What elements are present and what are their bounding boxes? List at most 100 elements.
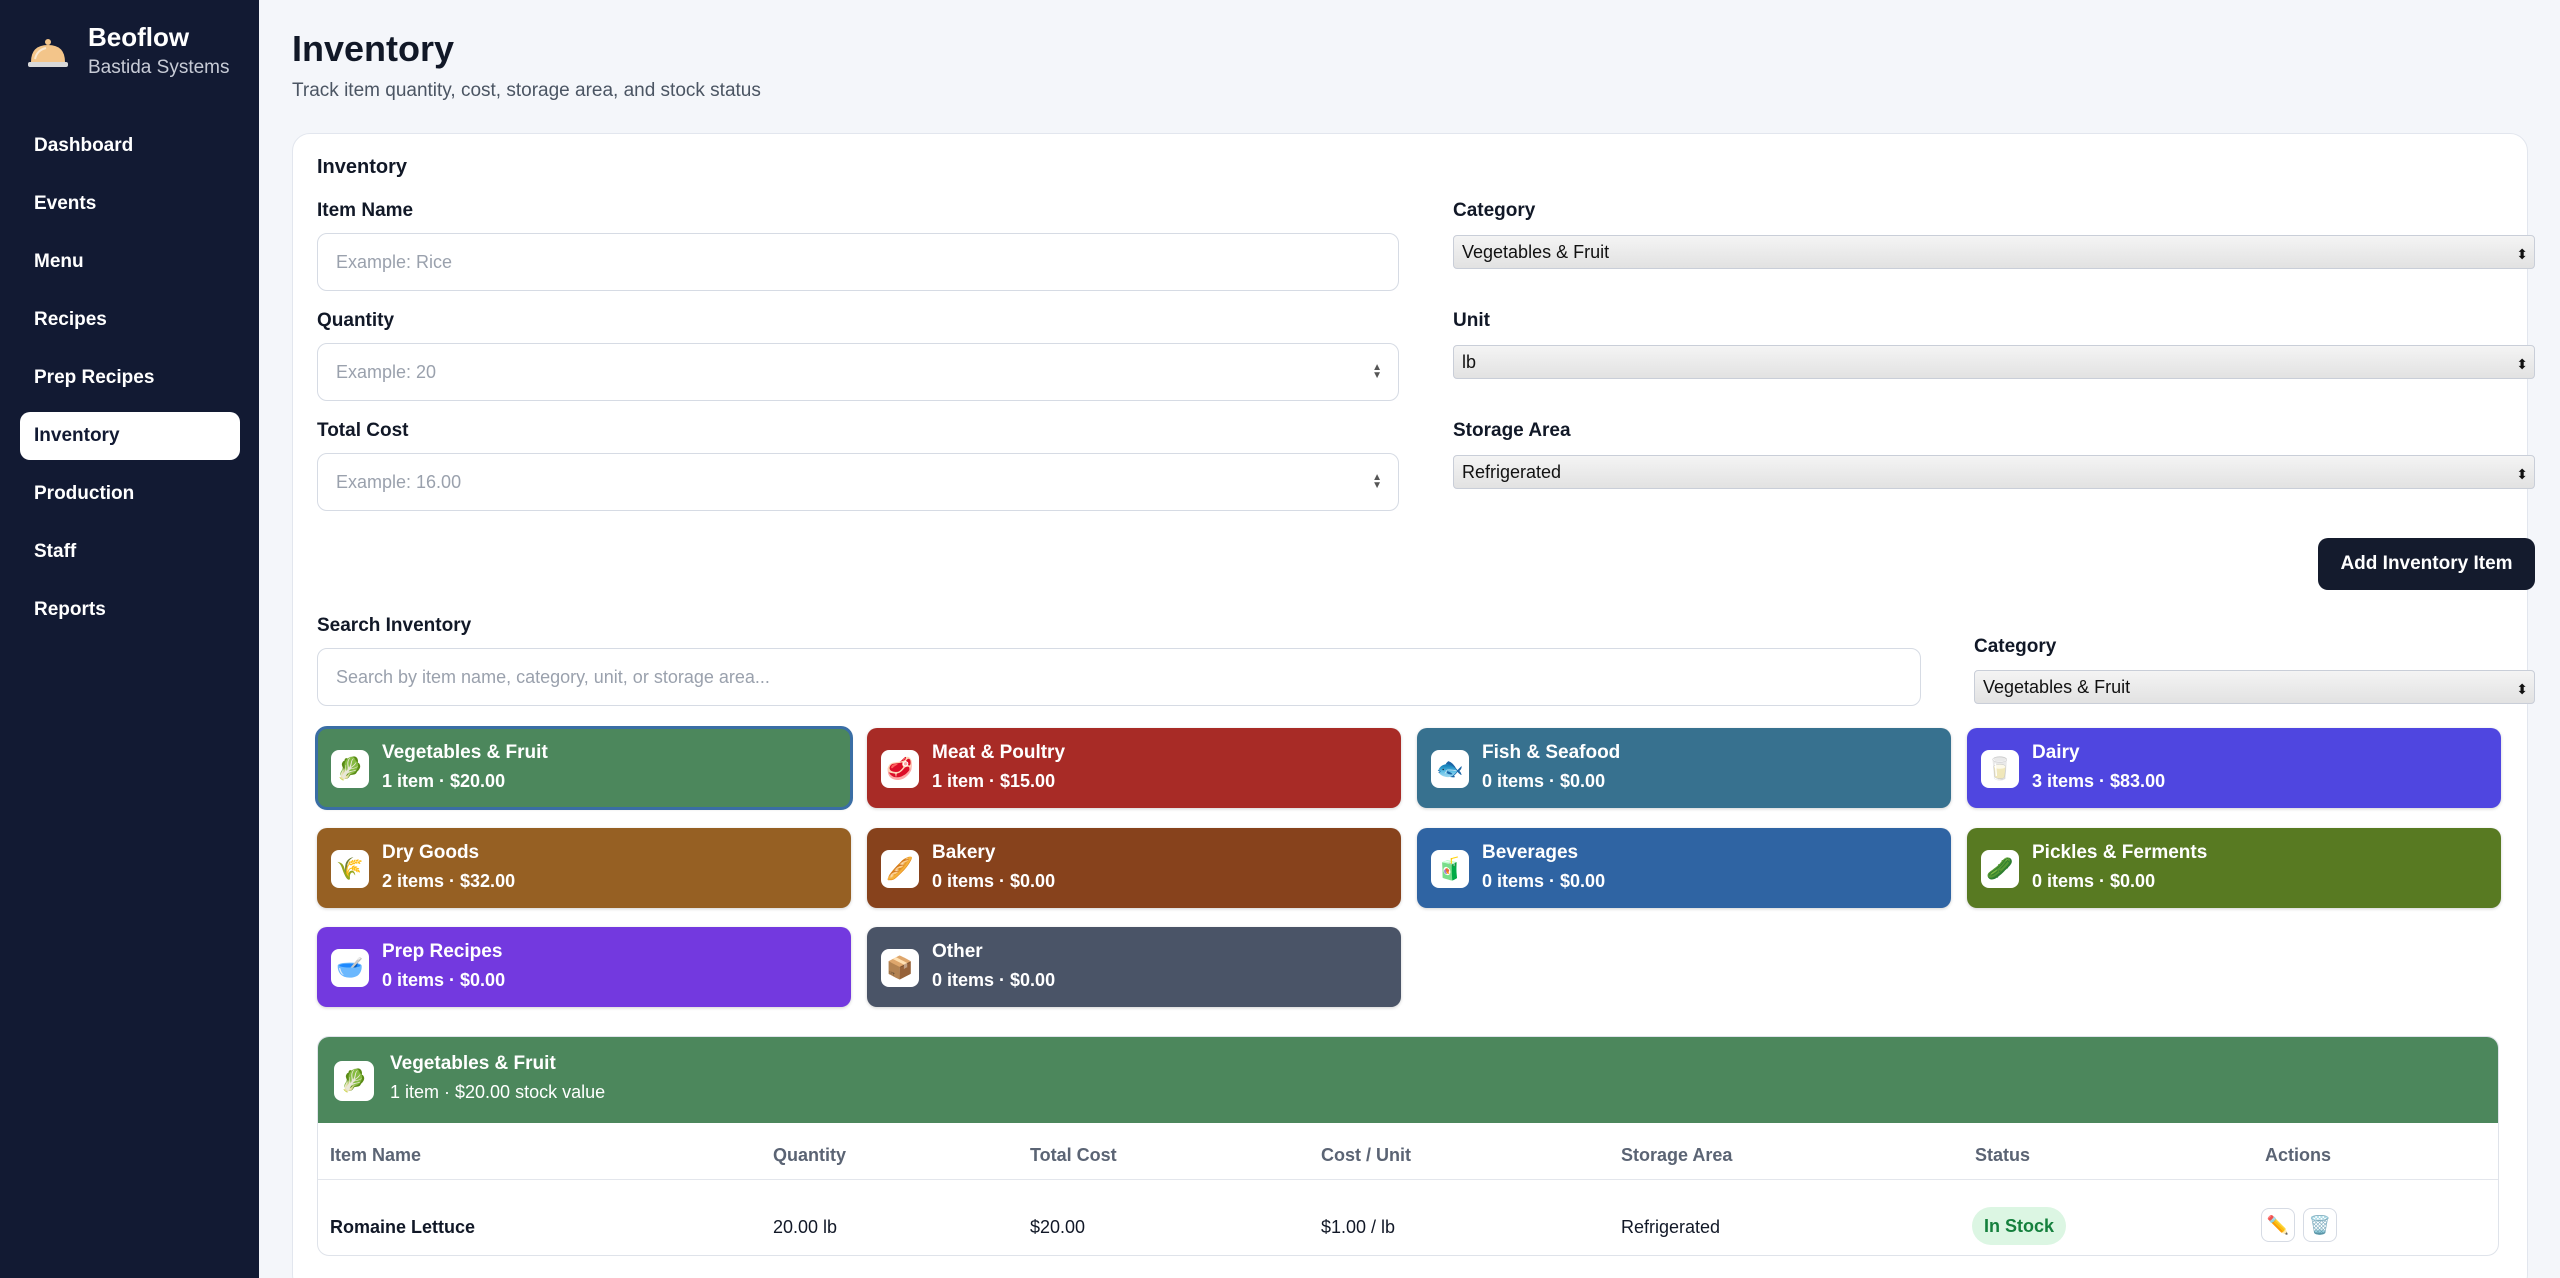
column-header-status: Status (1975, 1145, 2031, 1165)
category-icon: 📦 (881, 949, 919, 987)
category-icon: 🥩 (881, 750, 919, 788)
sidebar-item-prep-recipes[interactable]: Prep Recipes (34, 367, 155, 388)
sidebar-item-events[interactable]: Events (34, 193, 97, 214)
category-name: Prep Recipes (382, 941, 503, 962)
search-inventory-label: Search Inventory (317, 615, 472, 636)
category-name: Dry Goods (382, 842, 480, 863)
total-cost-stepper[interactable]: ▲ ▼ (1372, 472, 1382, 491)
sidebar-item-dashboard[interactable]: Dashboard (34, 135, 134, 156)
add-inventory-item-button[interactable]: Add Inventory Item (2318, 538, 2535, 590)
brand-subtitle: Bastida Systems (88, 57, 230, 78)
unit-select-value: lb (1462, 352, 1477, 372)
category-select[interactable]: Vegetables & Fruit ⬍ (1453, 235, 2535, 269)
page-title: Inventory (292, 28, 455, 69)
category-summary: 0 items · $0.00 (1482, 771, 1606, 791)
category-summary: 0 items · $0.00 (2032, 871, 2156, 891)
section-title: Vegetables & Fruit (390, 1053, 556, 1074)
total-cost-input[interactable]: Example: 16.00 ▲ ▼ (317, 453, 1399, 511)
category-tile-beverages[interactable]: 🧃 Beverages 0 items · $0.00 (1417, 828, 1951, 908)
category-name: Beverages (1482, 842, 1579, 863)
storage-area-select[interactable]: Refrigerated ⬍ (1453, 455, 2535, 489)
column-header-storage-area: Storage Area (1621, 1145, 1733, 1165)
category-icon: 🥛 (1981, 750, 2019, 788)
category-summary: 1 item · $15.00 (932, 771, 1056, 791)
category-summary: 2 items · $32.00 (382, 871, 516, 891)
sidebar-item-menu[interactable]: Menu (34, 251, 84, 272)
category-label: Category (1453, 200, 1536, 221)
select-arrows-icon: ⬍ (2516, 246, 2528, 262)
category-tile-vegetables-fruit[interactable]: 🥬 Vegetables & Fruit 1 item · $20.00 (315, 726, 853, 810)
category-name: Pickles & Ferments (2032, 842, 2208, 863)
category-icon: 🥒 (1981, 850, 2019, 888)
inventory-card: Inventory Item Name Example: Rice Catego… (292, 133, 2535, 1278)
edit-button[interactable]: ✏️ (2261, 1208, 2295, 1242)
column-header-actions: Actions (2265, 1145, 2332, 1165)
section-subtitle: 1 item · $20.00 stock value (390, 1082, 606, 1102)
filter-category-label: Category (1974, 636, 2057, 657)
leafy-greens-icon: 🥬 (334, 1061, 374, 1101)
sidebar-item-inventory[interactable]: Inventory (20, 412, 240, 460)
sidebar-nav: Dashboard Events Menu Recipes Prep Recip… (20, 122, 240, 644)
total-cost-placeholder: Example: 16.00 (336, 472, 462, 492)
page-subtitle: Track item quantity, cost, storage area,… (292, 80, 761, 101)
select-arrows-icon: ⬍ (2516, 356, 2528, 372)
category-icon: 🧃 (1431, 850, 1469, 888)
sidebar-item-reports[interactable]: Reports (34, 599, 106, 620)
category-icon: 🐟 (1431, 750, 1469, 788)
category-name: Meat & Poultry (932, 742, 1066, 763)
quantity-label: Quantity (317, 310, 395, 331)
category-tile-fish-seafood[interactable]: 🐟 Fish & Seafood 0 items · $0.00 (1417, 728, 1951, 808)
brand-name: Beoflow (88, 22, 190, 52)
category-name: Other (932, 941, 983, 962)
category-summary: 0 items · $0.00 (932, 871, 1056, 891)
category-tile-dry-goods[interactable]: 🌾 Dry Goods 2 items · $32.00 (317, 828, 851, 908)
column-header-total-cost: Total Cost (1030, 1145, 1117, 1165)
category-tile-other[interactable]: 📦 Other 0 items · $0.00 (867, 927, 1401, 1007)
form-title: Inventory (317, 156, 408, 178)
filter-category-select[interactable]: Vegetables & Fruit ⬍ (1974, 670, 2535, 704)
main-content: Inventory Track item quantity, cost, sto… (259, 0, 2560, 1278)
unit-select[interactable]: lb ⬍ (1453, 345, 2535, 379)
column-header-quantity: Quantity (773, 1145, 847, 1165)
category-summary: 0 items · $0.00 (932, 970, 1056, 990)
brand: Beoflow Bastida Systems (26, 20, 230, 82)
category-name: Bakery (932, 842, 996, 863)
category-name: Vegetables & Fruit (382, 742, 548, 763)
cloche-icon (28, 39, 68, 67)
quantity-placeholder: Example: 20 (336, 362, 437, 382)
quantity-stepper[interactable]: ▲ ▼ (1372, 362, 1382, 381)
column-header-cost-unit: Cost / Unit (1321, 1145, 1411, 1165)
sidebar-item-staff[interactable]: Staff (34, 541, 77, 562)
select-arrows-icon: ⬍ (2516, 466, 2528, 482)
quantity-input[interactable]: Example: 20 ▲ ▼ (317, 343, 1399, 401)
storage-select-value: Refrigerated (1462, 462, 1562, 482)
category-tile-meat-poultry[interactable]: 🥩 Meat & Poultry 1 item · $15.00 (867, 728, 1401, 808)
sidebar-item-production[interactable]: Production (34, 483, 135, 504)
cell-total-cost: $20.00 (1030, 1217, 1086, 1237)
section-header: 🥬 Vegetables & Fruit 1 item · $20.00 sto… (318, 1037, 2498, 1123)
category-icon: 🥬 (331, 750, 369, 788)
total-cost-label: Total Cost (317, 420, 409, 441)
category-tile-bakery[interactable]: 🥖 Bakery 0 items · $0.00 (867, 828, 1401, 908)
category-icon: 🌾 (331, 850, 369, 888)
pencil-icon: ✏️ (2266, 1215, 2290, 1235)
category-section-vegetables-fruit: 🥬 Vegetables & Fruit 1 item · $20.00 sto… (317, 1036, 2499, 1256)
item-name-input[interactable]: Example: Rice (317, 233, 1399, 291)
storage-area-label: Storage Area (1453, 420, 1571, 441)
category-select-value: Vegetables & Fruit (1462, 242, 1610, 262)
sidebar-item-recipes[interactable]: Recipes (34, 309, 107, 330)
category-summary: 1 item · $20.00 (382, 771, 506, 791)
category-summary: 0 items · $0.00 (382, 970, 506, 990)
trash-icon: 🗑️ (2308, 1215, 2332, 1235)
category-tile-pickles-ferments[interactable]: 🥒 Pickles & Ferments 0 items · $0.00 (1967, 828, 2501, 908)
select-arrows-icon: ⬍ (2516, 681, 2528, 697)
category-icon: 🥣 (331, 949, 369, 987)
cell-item-name: Romaine Lettuce (330, 1217, 476, 1237)
unit-label: Unit (1453, 310, 1490, 331)
search-input[interactable]: Search by item name, category, unit, or … (317, 648, 1921, 706)
category-tile-prep-recipes[interactable]: 🥣 Prep Recipes 0 items · $0.00 (317, 927, 851, 1007)
column-header-item-name: Item Name (330, 1145, 422, 1165)
status-badge: In Stock (1972, 1207, 2067, 1245)
delete-button[interactable]: 🗑️ (2303, 1208, 2337, 1242)
category-tile-dairy[interactable]: 🥛 Dairy 3 items · $83.00 (1967, 728, 2501, 808)
